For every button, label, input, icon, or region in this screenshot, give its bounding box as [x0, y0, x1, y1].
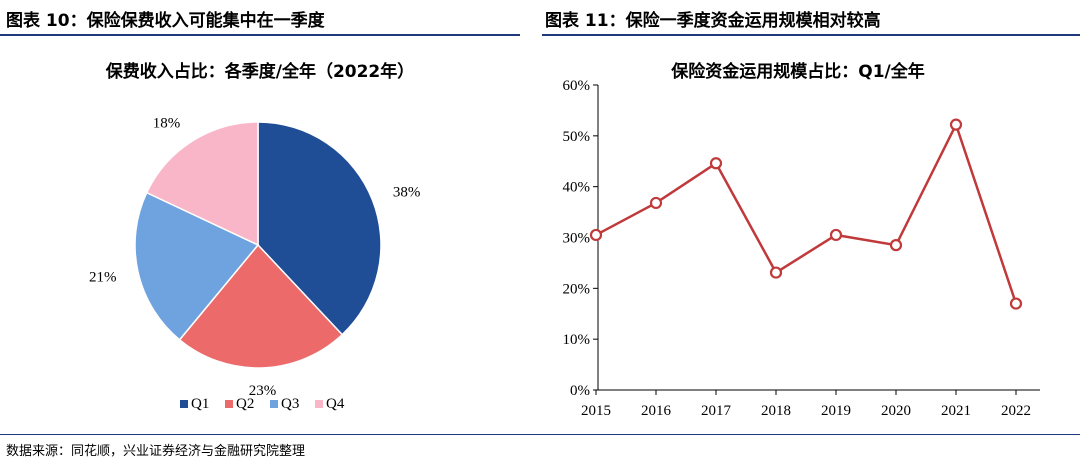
- data-point-2016: [649, 196, 663, 210]
- pie-label-q3: 21%: [89, 270, 117, 286]
- pie-label-q4: 18%: [153, 116, 181, 132]
- x-tick-label: 2015: [581, 403, 611, 419]
- y-tick-label: 60%: [563, 78, 591, 94]
- pie-chart: 保费收入占比：各季度/全年（2022年） 38% 23% 21% 18% Q1 Q2 Q3…: [89, 61, 420, 412]
- line-series: [589, 118, 1023, 310]
- line-chart-title: 保险资金运用规模占比：Q1/全年: [670, 61, 925, 82]
- data-point-2018: [769, 266, 783, 279]
- right-heading-rule: [542, 34, 1080, 36]
- y-tick-label: 20%: [563, 281, 591, 297]
- x-tick-label: 2018: [761, 403, 791, 419]
- legend-label-q2: Q2: [236, 396, 254, 412]
- pie-label-q1: 38%: [393, 185, 421, 201]
- y-tick-label: 40%: [563, 180, 591, 196]
- pie-slices: [134, 121, 382, 369]
- legend-label-q1: Q1: [191, 396, 209, 412]
- data-point-2020: [889, 239, 903, 252]
- data-point-2017: [709, 157, 723, 170]
- data-point-2021: [949, 118, 963, 131]
- x-tick-label: 2019: [821, 403, 851, 419]
- footer-rule: [0, 434, 1080, 435]
- y-tick-label: 0%: [570, 383, 590, 399]
- pie-labels: 38% 23% 21% 18%: [89, 116, 420, 399]
- source-note: 数据来源：同花顺，兴业证券经济与金融研究院整理: [6, 444, 306, 459]
- pie-slice-q1: [257, 121, 382, 336]
- legend-label-q4: Q4: [326, 396, 345, 412]
- series-line: [595, 121, 1018, 304]
- pie-legend: Q1 Q2 Q3 Q4: [180, 396, 345, 412]
- data-point-2019: [829, 228, 843, 242]
- line-axes: 0% 10% 20% 30% 40% 50% 60% 2015 2016 2017 2018 2019…: [563, 78, 1040, 419]
- line-chart: 保险资金运用规模占比：Q1/全年 0% 10% 20% 30% 40% 50% 60% 201…: [563, 61, 1040, 419]
- y-tick-label: 10%: [563, 332, 591, 348]
- legend-swatch-q1: [180, 400, 188, 408]
- legend-swatch-q4: [315, 400, 323, 408]
- pie-label-q2: 23%: [249, 383, 277, 399]
- legend-swatch-q2: [225, 400, 233, 408]
- right-panel-heading: 图表 11：保险一季度资金运用规模相对较高: [545, 11, 881, 31]
- y-tick-label: 30%: [563, 231, 591, 247]
- pie-chart-title: 保费收入占比：各季度/全年（2022年）: [105, 61, 415, 82]
- pie-slice-q4: [145, 121, 259, 247]
- x-tick-label: 2017: [701, 403, 732, 419]
- x-tick-label: 2022: [1001, 403, 1031, 419]
- left-panel-heading: 图表 10：保险保费收入可能集中在一季度: [6, 11, 325, 31]
- left-heading-rule: [0, 34, 520, 36]
- data-point-2022: [1009, 297, 1023, 310]
- y-tick-label: 50%: [563, 129, 591, 145]
- pie-slice-q3: [134, 191, 260, 341]
- legend-swatch-q3: [270, 400, 278, 408]
- x-tick-label: 2016: [641, 403, 672, 419]
- x-tick-label: 2020: [881, 403, 911, 419]
- pie-slice-q2: [178, 243, 344, 369]
- legend-label-q3: Q3: [281, 396, 299, 412]
- x-tick-label: 2021: [941, 403, 971, 419]
- data-point-2015: [589, 228, 603, 242]
